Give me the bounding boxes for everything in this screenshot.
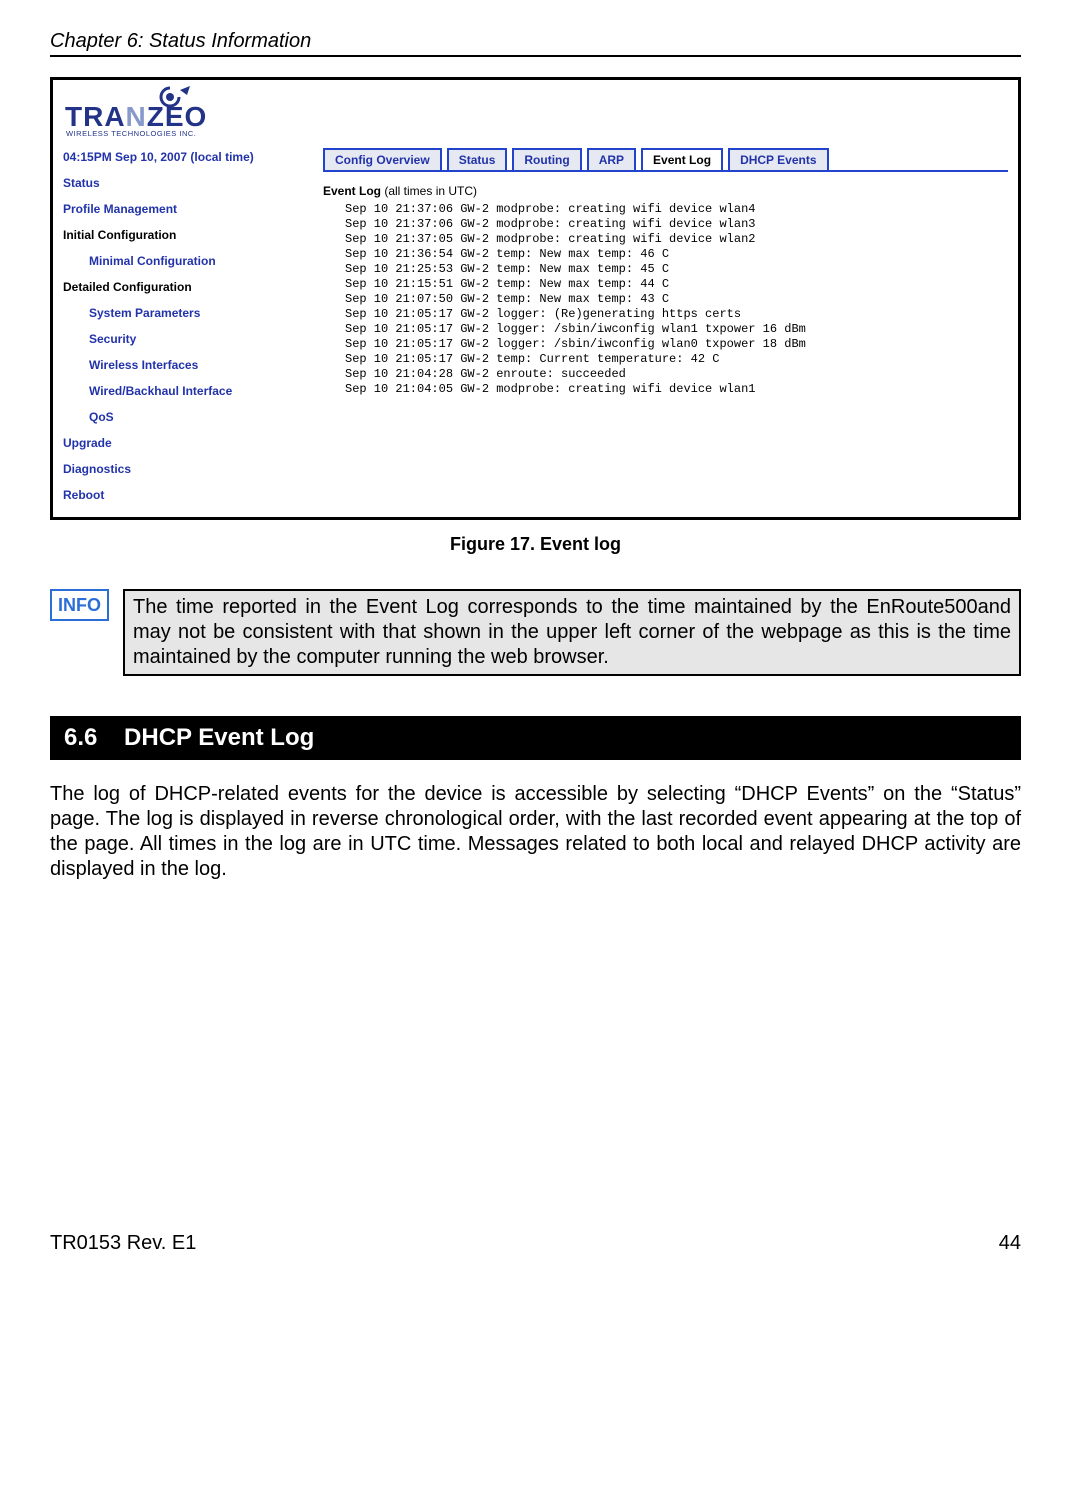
nav-status[interactable]: Status (53, 170, 313, 196)
event-log-title: Event Log (all times in UTC) (323, 184, 1008, 198)
nav-profile-management[interactable]: Profile Management (53, 196, 313, 222)
figure-caption: Figure 17. Event log (50, 534, 1021, 555)
nav-initial-configuration: Initial Configuration (53, 222, 313, 248)
svg-text:WIRELESS TECHNOLOGIES INC.: WIRELESS TECHNOLOGIES INC. (66, 129, 196, 138)
tab-event-log[interactable]: Event Log (641, 148, 723, 170)
nav-wired-backhaul-interface[interactable]: Wired/Backhaul Interface (53, 378, 313, 404)
tab-dhcp-events[interactable]: DHCP Events (728, 148, 828, 170)
nav-wireless-interfaces[interactable]: Wireless Interfaces (53, 352, 313, 378)
page-footer: TR0153 Rev. E1 44 (0, 1232, 1071, 1265)
nav-system-parameters[interactable]: System Parameters (53, 300, 313, 326)
nav-minimal-configuration[interactable]: Minimal Configuration (53, 248, 313, 274)
section-title: DHCP Event Log (124, 724, 314, 751)
footer-page-number: 44 (999, 1232, 1021, 1255)
nav-security[interactable]: Security (53, 326, 313, 352)
section-number: 6.6 (64, 724, 97, 751)
tab-arp[interactable]: ARP (587, 148, 636, 170)
screenshot-frame: TRANZEO WIRELESS TECHNOLOGIES INC. 04:15… (50, 77, 1021, 520)
content-area: Config Overview Status Routing ARP Event… (313, 144, 1018, 517)
chapter-header: Chapter 6: Status Information (50, 30, 1021, 53)
event-log-content: Sep 10 21:37:06 GW-2 modprobe: creating … (323, 202, 1008, 397)
body-paragraph: The log of DHCP-related events for the d… (50, 782, 1021, 882)
nav-qos[interactable]: QoS (53, 404, 313, 430)
info-badge: INFO (50, 589, 109, 621)
event-log-title-rest: (all times in UTC) (381, 184, 477, 198)
header-rule (50, 55, 1021, 57)
tab-routing[interactable]: Routing (512, 148, 581, 170)
tab-config-overview[interactable]: Config Overview (323, 148, 442, 170)
tranzeo-logo: TRANZEO WIRELESS TECHNOLOGIES INC. (65, 86, 275, 138)
nav-time: 04:15PM Sep 10, 2007 (local time) (53, 144, 313, 170)
nav-upgrade[interactable]: Upgrade (53, 430, 313, 456)
sidebar: 04:15PM Sep 10, 2007 (local time) Status… (53, 144, 313, 517)
event-log-title-bold: Event Log (323, 184, 381, 198)
info-row: INFO The time reported in the Event Log … (50, 589, 1021, 676)
logo-row: TRANZEO WIRELESS TECHNOLOGIES INC. (53, 80, 1018, 144)
nav-detailed-configuration: Detailed Configuration (53, 274, 313, 300)
nav-reboot[interactable]: Reboot (53, 482, 313, 508)
tab-status[interactable]: Status (447, 148, 508, 170)
svg-text:TRANZEO: TRANZEO (65, 101, 207, 132)
nav-diagnostics[interactable]: Diagnostics (53, 456, 313, 482)
info-box: The time reported in the Event Log corre… (123, 589, 1021, 676)
section-heading: 6.6 DHCP Event Log (50, 716, 1021, 760)
footer-doc-rev: TR0153 Rev. E1 (50, 1232, 196, 1255)
tabs: Config Overview Status Routing ARP Event… (323, 148, 1008, 172)
